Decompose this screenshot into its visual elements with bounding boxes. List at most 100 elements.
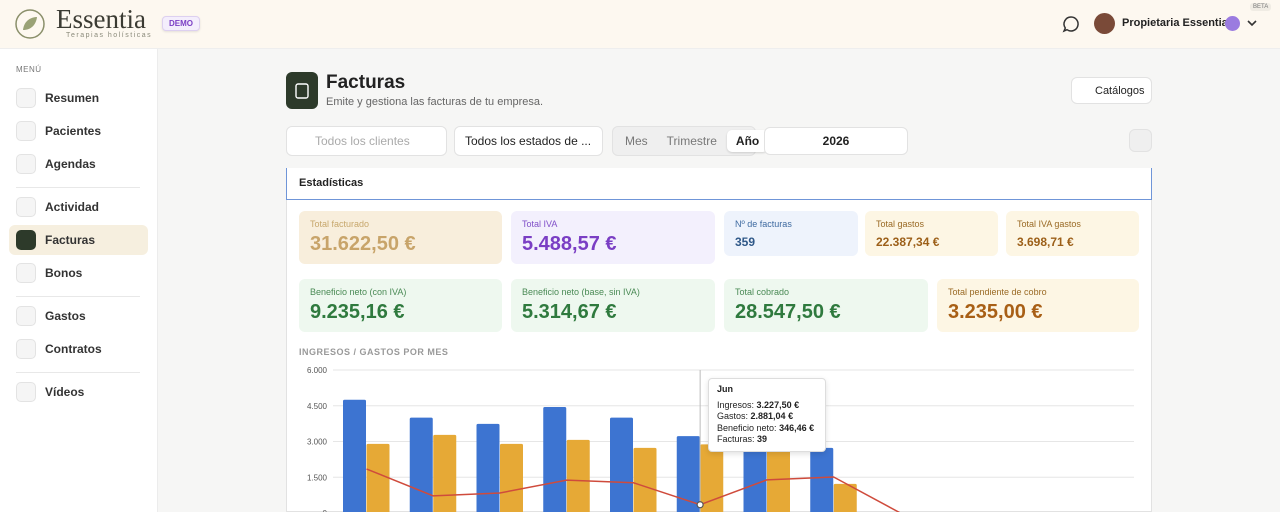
tooltip-title: Jun xyxy=(717,384,734,394)
user-name[interactable]: Propietaria Essentia xyxy=(1122,17,1228,29)
stat-label: Total cobrado xyxy=(735,287,790,297)
nav-label: Resumen xyxy=(45,91,100,105)
user-badge xyxy=(1225,16,1240,31)
bar xyxy=(433,434,457,512)
bar xyxy=(543,406,567,512)
tooltip-value: 346,46 € xyxy=(779,422,815,433)
tooltip-row: Ingresos: 3.227,50 € xyxy=(717,400,817,412)
stat-value: 5.314,67 € xyxy=(522,301,617,323)
tooltip-value: 2.881,04 € xyxy=(750,411,794,421)
bar xyxy=(810,447,834,512)
stat-card: Total cobrado 28.547,50 € xyxy=(724,279,928,332)
nav-item[interactable]: Facturas xyxy=(9,225,148,255)
bar xyxy=(610,417,633,512)
stat-value: 5.488,57 € xyxy=(522,233,617,255)
nav-label: Agendas xyxy=(45,157,96,171)
stat-label: Total IVA xyxy=(522,219,558,229)
bar xyxy=(676,436,700,512)
stat-value: 3.698,71 € xyxy=(1017,235,1074,249)
y-tick-label: 1.500 xyxy=(307,473,328,482)
sidebar: MENÚ Resumen Pacientes Agendas Actividad Fac… xyxy=(0,49,158,512)
nav-label: Actividad xyxy=(45,200,100,214)
avatar[interactable] xyxy=(1094,13,1115,34)
period-option[interactable]: Trimestre xyxy=(666,134,717,148)
bar xyxy=(767,444,790,512)
page-subtitle: Emite y gestiona las facturas de tu empr… xyxy=(326,96,544,108)
bar xyxy=(343,399,366,512)
y-tick-label: 6.000 xyxy=(307,366,328,375)
nav-icon xyxy=(16,382,36,402)
y-tick-label: 4.500 xyxy=(307,402,328,411)
bar xyxy=(700,444,724,512)
tooltip-value: 39 xyxy=(757,434,768,444)
tooltip-row: Beneficio neto: 346,46 € xyxy=(717,423,817,435)
page-title: Facturas xyxy=(326,72,406,93)
chart-title: INGRESOS / GASTOS POR MES xyxy=(299,347,449,357)
list-button[interactable] xyxy=(1129,129,1152,152)
stat-card: Total pendiente de cobro 3.235,00 € xyxy=(937,279,1139,332)
bar xyxy=(566,439,590,512)
separator xyxy=(16,296,140,297)
chart: 0 1.500 3.000 4.500 6.000 xyxy=(307,366,1134,512)
nav-item[interactable]: Gastos xyxy=(9,301,148,331)
stat-value: 28.547,50 € xyxy=(735,301,841,323)
nav-item[interactable]: Vídeos xyxy=(9,377,148,407)
stat-label: Total facturado xyxy=(310,219,370,229)
bar xyxy=(500,443,523,512)
catalog-button[interactable]: Catálogos xyxy=(1071,77,1152,104)
nav-item[interactable]: Bonos xyxy=(9,258,148,288)
stat-label: Beneficio neto (con IVA) xyxy=(310,287,407,297)
nav-icon xyxy=(16,306,36,326)
nav-label: Vídeos xyxy=(45,385,85,399)
bar xyxy=(409,417,433,512)
bar xyxy=(366,443,390,512)
stat-card: Total gastos 22.387,34 € xyxy=(865,211,998,256)
nav-item[interactable]: Agendas xyxy=(9,149,148,179)
chat-icon[interactable] xyxy=(1062,15,1080,33)
client-select[interactable]: Todos los clientes xyxy=(286,126,447,156)
nav-icon xyxy=(16,197,36,217)
y-tick-label: 0 xyxy=(323,509,328,512)
nav-item[interactable]: Pacientes xyxy=(9,116,148,146)
tooltip-value: 3.227,50 € xyxy=(756,399,800,410)
nav-item[interactable]: Actividad xyxy=(9,192,148,222)
tagline: Terapias holísticas xyxy=(66,32,153,39)
menu-label: MENÚ xyxy=(16,65,42,74)
nav-icon xyxy=(16,230,36,250)
nav-item[interactable]: Contratos xyxy=(9,334,148,364)
stat-value: 3.235,00 € xyxy=(948,301,1043,323)
nav-icon xyxy=(16,154,36,174)
tooltip: Jun Ingresos: 3.227,50 € Gastos: 2.881,04… xyxy=(708,378,826,452)
stat-card: Total facturado 31.622,50 € xyxy=(299,211,502,264)
nav-label: Gastos xyxy=(45,309,86,323)
nav-label: Contratos xyxy=(45,342,102,356)
period-option[interactable]: Año xyxy=(726,130,769,152)
chevron[interactable] xyxy=(1246,18,1258,28)
beta-badge: BETA xyxy=(1250,3,1272,11)
stat-value: 9.235,16 € xyxy=(310,301,405,323)
status-select[interactable]: Todos los estados de ... xyxy=(454,126,603,156)
bar xyxy=(476,423,500,512)
stat-label: Total IVA gastos xyxy=(1017,219,1081,229)
year[interactable]: 2026 xyxy=(764,127,908,155)
stat-value: 31.622,50 € xyxy=(310,233,416,255)
nav-item[interactable]: Resumen xyxy=(9,83,148,113)
bar xyxy=(833,483,857,512)
nav-icon xyxy=(16,121,36,141)
period-option[interactable]: Mes xyxy=(625,134,648,148)
nav-label: Bonos xyxy=(45,266,83,280)
separator xyxy=(16,372,140,373)
stat-card: Total IVA 5.488,57 € xyxy=(511,211,715,264)
tooltip-label: Ingresos: xyxy=(717,399,755,410)
tooltip-label: Gastos: xyxy=(717,411,749,421)
tooltip-label: Facturas: xyxy=(717,434,755,444)
tooltip-row: Gastos: 2.881,04 € xyxy=(717,411,817,423)
stats-header[interactable]: Estadísticas xyxy=(286,168,1152,200)
stat-card: Nº de facturas 359 xyxy=(724,211,858,256)
nav-icon xyxy=(16,263,36,283)
line xyxy=(366,468,901,512)
period-toggle: Mes Trimestre Año xyxy=(612,126,769,156)
separator xyxy=(16,187,140,188)
tooltip-label: Beneficio neto: xyxy=(717,422,777,433)
